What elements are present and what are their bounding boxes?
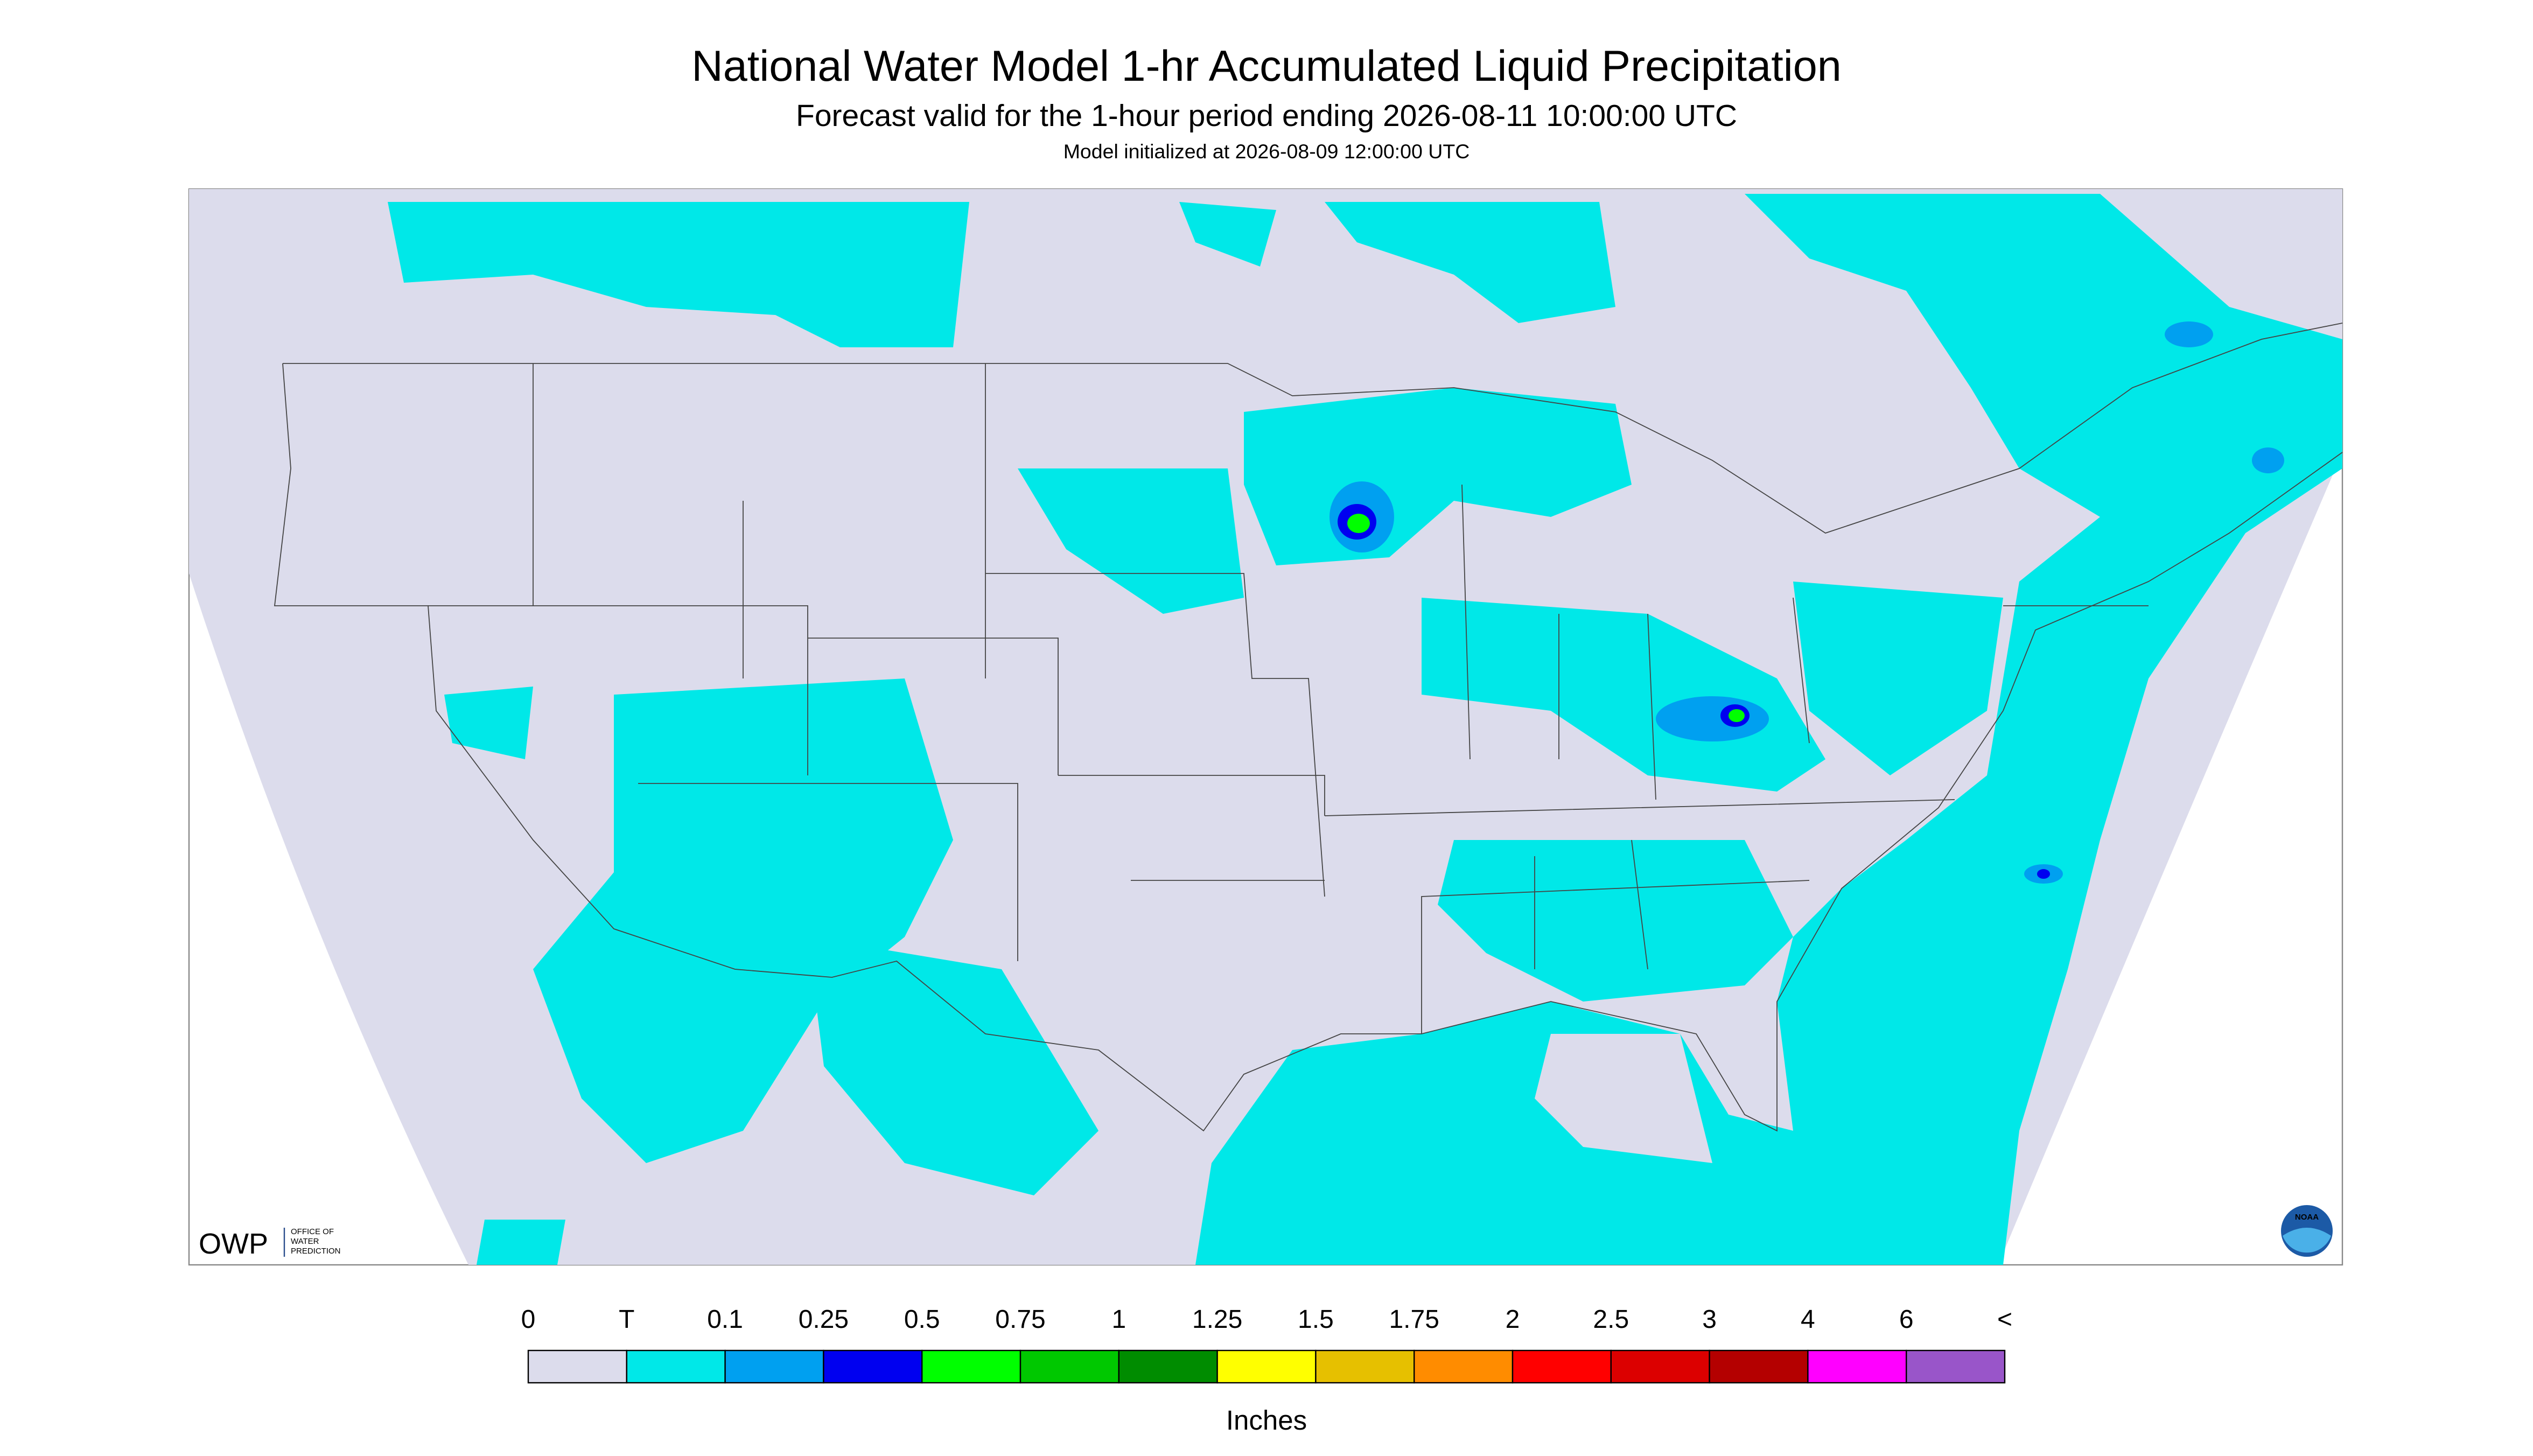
owp-text: OWP [199,1228,268,1260]
title: National Water Model 1-hr Accumulated Li… [691,42,1842,90]
legend-label: 4 [1801,1305,1815,1334]
legend-swatch [1216,1349,1317,1384]
legend-swatch [1512,1349,1612,1384]
noaa-logo: NOAA [2281,1205,2333,1257]
init-note: Model initialized at 2026-08-09 12:00:00… [1063,140,1470,163]
subtitle: Forecast valid for the 1-hour period end… [796,99,1737,133]
legend-swatch [1807,1349,1907,1384]
legend: 0 T 0.1 0.25 0.5 0.75 1 1.25 1.5 1.75 2 2.5 3 4 6 < [521,1305,2012,1384]
legend-unit: Inches [1226,1405,1307,1436]
legend-swatch [626,1349,726,1384]
legend-label: 1.25 [1192,1305,1242,1334]
legend-swatch [527,1349,628,1384]
legend-label: 1.75 [1389,1305,1439,1334]
legend-label: T [619,1305,634,1334]
legend-label: 0.1 [707,1305,743,1334]
legend-swatch [1905,1349,2006,1384]
legend-label: 0 [521,1305,536,1334]
legend-label: 0.5 [904,1305,940,1334]
legend-swatch [1610,1349,1710,1384]
owp-line: WATER [291,1237,319,1246]
legend-swatch [724,1349,824,1384]
owp-line: PREDICTION [291,1247,341,1256]
heavy-cells [1330,321,2284,884]
legend-swatch [823,1349,923,1384]
legend-label: < [1997,1305,2012,1334]
owp-line: OFFICE OF [291,1227,334,1236]
legend-label: 0.75 [995,1305,1045,1334]
legend-label: 2.5 [1593,1305,1629,1334]
boundaries [274,323,2343,1132]
legend-label: 6 [1899,1305,1914,1334]
map: OWP OFFICE OF WATER PREDICTION NOAA [188,188,2343,1266]
legend-swatch [1414,1349,1514,1384]
legend-swatch [1315,1349,1415,1384]
legend-swatch [1118,1349,1218,1384]
legend-label: 0.25 [799,1305,849,1334]
legend-label: 3 [1702,1305,1717,1334]
legend-swatch [1019,1349,1120,1384]
noaa-text: NOAA [2295,1213,2319,1222]
owp-logo: OWP OFFICE OF WATER PREDICTION [199,1227,341,1260]
legend-swatch [921,1349,1021,1384]
legend-swatch [1709,1349,1809,1384]
legend-label: 1 [1111,1305,1126,1334]
legend-label: 2 [1506,1305,1520,1334]
legend-label: 1.5 [1298,1305,1334,1334]
